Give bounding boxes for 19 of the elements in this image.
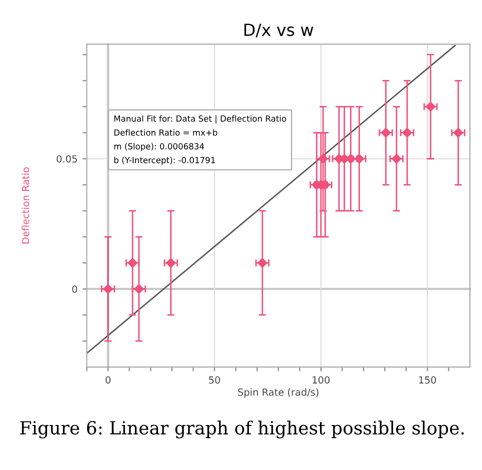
x-tick-label: 150 bbox=[419, 376, 436, 384]
point bbox=[381, 128, 391, 138]
chart-title: D/x vs w bbox=[244, 24, 314, 38]
point bbox=[103, 284, 113, 294]
x-tick-label: 0 bbox=[106, 376, 110, 384]
point bbox=[426, 102, 436, 112]
x-tick-label: 50 bbox=[209, 376, 220, 384]
point bbox=[453, 128, 464, 138]
point bbox=[402, 128, 412, 138]
point bbox=[128, 258, 138, 268]
y-tick-label: 0.05 bbox=[56, 155, 77, 163]
y-axis-title: Deflection Ratio bbox=[22, 167, 30, 244]
x-tick-label: 100 bbox=[312, 376, 330, 384]
annotation: Manual Fit for: Data Set | Deflection Ratio Deflection Ratio = mx+b m (Slope): 0.0006834 b (Y-Intercept): -0.01791 bbox=[114, 115, 286, 165]
point bbox=[392, 154, 402, 164]
x-axis-title: Spin Rate (rad/s) bbox=[238, 388, 318, 398]
point bbox=[134, 284, 144, 294]
point bbox=[258, 258, 268, 268]
caption: Figure 6: Linear graph of highest possible slope. bbox=[20, 420, 464, 438]
